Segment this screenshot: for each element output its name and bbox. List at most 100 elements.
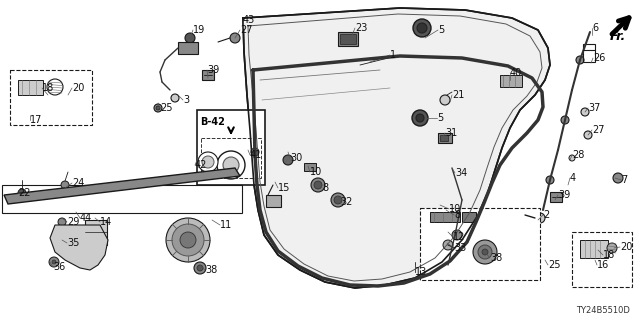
Text: 36: 36 <box>53 262 65 272</box>
Circle shape <box>156 106 160 110</box>
Bar <box>338 32 358 46</box>
Text: 42: 42 <box>195 160 207 170</box>
Circle shape <box>334 196 342 204</box>
Circle shape <box>416 114 424 122</box>
Circle shape <box>18 189 26 197</box>
Bar <box>201 138 261 178</box>
Bar <box>197 110 265 185</box>
Circle shape <box>154 104 162 112</box>
Circle shape <box>49 257 59 267</box>
Text: Fr.: Fr. <box>610 30 627 43</box>
Text: 38: 38 <box>490 253 502 263</box>
Text: 32: 32 <box>340 197 353 207</box>
Text: 27: 27 <box>592 125 605 135</box>
Text: 15: 15 <box>278 183 291 193</box>
Text: 26: 26 <box>593 53 605 63</box>
Circle shape <box>452 230 462 240</box>
Circle shape <box>230 33 240 43</box>
Bar <box>500 75 522 87</box>
Circle shape <box>194 262 206 274</box>
Text: 31: 31 <box>445 128 457 138</box>
Text: 10: 10 <box>310 167 323 177</box>
Text: 3: 3 <box>183 95 189 105</box>
Text: 17: 17 <box>30 115 42 125</box>
Bar <box>440 135 448 141</box>
Bar <box>550 192 562 202</box>
Circle shape <box>440 95 450 105</box>
Text: 23: 23 <box>355 23 367 33</box>
Polygon shape <box>4 168 240 204</box>
Text: 30: 30 <box>290 153 302 163</box>
Circle shape <box>413 19 431 37</box>
Circle shape <box>166 218 210 262</box>
Bar <box>572 232 632 287</box>
Bar <box>462 212 476 222</box>
Text: 18: 18 <box>603 250 615 260</box>
Bar <box>420 208 540 280</box>
Text: 16: 16 <box>597 260 609 270</box>
Text: 8: 8 <box>322 183 328 193</box>
Bar <box>85 220 107 245</box>
Text: 35: 35 <box>67 238 79 248</box>
Circle shape <box>61 181 69 189</box>
Bar <box>10 70 92 125</box>
Text: 39: 39 <box>558 190 570 200</box>
Text: TY24B5510D: TY24B5510D <box>576 306 630 315</box>
Bar <box>304 163 316 171</box>
Text: 28: 28 <box>572 150 584 160</box>
Text: 4: 4 <box>570 173 576 183</box>
Text: 6: 6 <box>592 23 598 33</box>
Text: 8: 8 <box>454 210 460 220</box>
Text: 5: 5 <box>438 25 444 35</box>
Circle shape <box>412 110 428 126</box>
Bar <box>580 240 608 258</box>
Text: 18: 18 <box>42 83 54 93</box>
Circle shape <box>171 94 179 102</box>
Text: 13: 13 <box>415 267 428 277</box>
Bar <box>583 44 595 62</box>
Circle shape <box>482 249 488 255</box>
Text: 33: 33 <box>454 243 467 253</box>
Circle shape <box>417 23 427 33</box>
Circle shape <box>584 131 592 139</box>
Circle shape <box>52 260 56 264</box>
Text: 25: 25 <box>160 103 173 113</box>
Text: 25: 25 <box>548 260 561 270</box>
Text: 1: 1 <box>390 50 396 60</box>
Text: 20: 20 <box>620 242 632 252</box>
Text: 7: 7 <box>621 175 627 185</box>
Circle shape <box>63 239 71 247</box>
Text: 29: 29 <box>67 217 79 227</box>
Text: 12: 12 <box>453 232 465 242</box>
Bar <box>2 185 242 213</box>
Text: 38: 38 <box>205 265 217 275</box>
Bar <box>340 34 356 44</box>
Text: 22: 22 <box>18 188 31 198</box>
Bar <box>430 212 460 222</box>
Circle shape <box>561 116 569 124</box>
Circle shape <box>569 155 575 161</box>
Circle shape <box>314 181 322 189</box>
Circle shape <box>202 156 214 168</box>
Circle shape <box>217 151 245 179</box>
Text: 19: 19 <box>193 25 205 35</box>
Text: 24: 24 <box>72 178 84 188</box>
Circle shape <box>311 178 325 192</box>
Circle shape <box>180 232 196 248</box>
Circle shape <box>443 240 453 250</box>
Circle shape <box>535 213 545 223</box>
Circle shape <box>607 243 617 253</box>
Circle shape <box>478 245 492 259</box>
Circle shape <box>251 148 259 156</box>
Polygon shape <box>50 225 108 270</box>
Circle shape <box>581 108 589 116</box>
Text: 40: 40 <box>510 68 522 78</box>
Text: 43: 43 <box>243 15 255 25</box>
Text: 11: 11 <box>220 220 232 230</box>
Bar <box>438 133 452 143</box>
Text: B-42: B-42 <box>200 117 225 127</box>
Circle shape <box>576 56 584 64</box>
Text: 27: 27 <box>240 25 253 35</box>
Text: 37: 37 <box>588 103 600 113</box>
Text: 5: 5 <box>437 113 444 123</box>
